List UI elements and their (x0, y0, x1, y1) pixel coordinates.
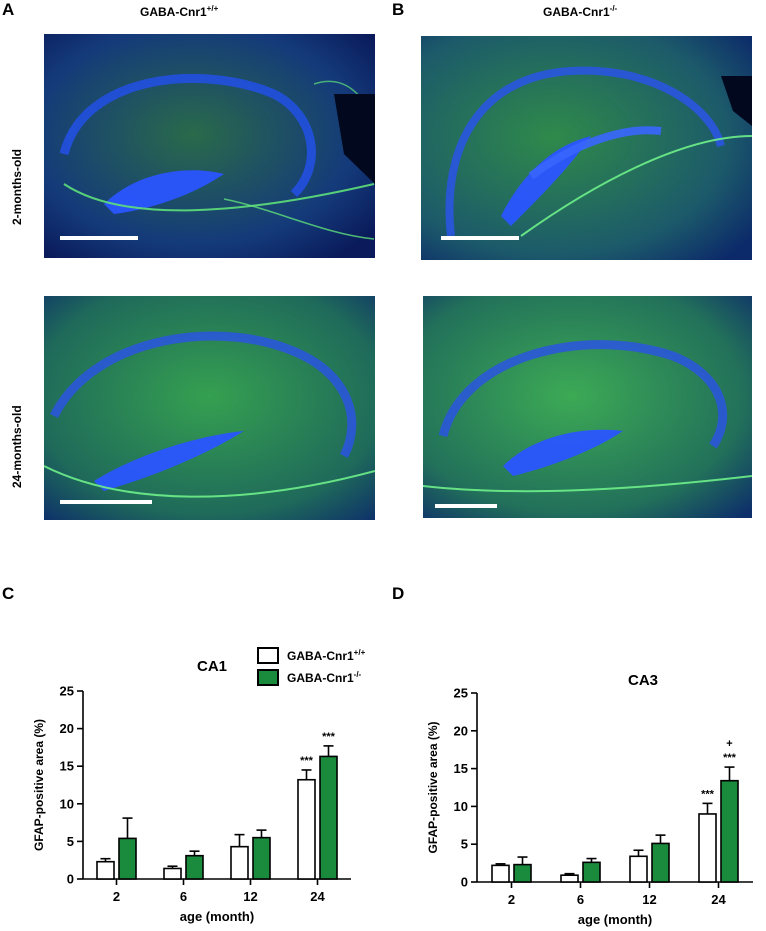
y-tick-label: 20 (454, 723, 468, 738)
micrograph-ko-24-months (423, 296, 752, 518)
bar-wt-24 (297, 778, 316, 880)
legend-item-ko: GABA-Cnr1-/- (257, 668, 365, 686)
column-header-ko-sup: -/- (609, 4, 618, 13)
y-tick-label: 25 (454, 686, 468, 701)
x-tick-label: 6 (577, 892, 584, 907)
significance-marker: + (726, 738, 732, 750)
bar-ko-2 (513, 863, 532, 883)
panel-letter-d: D (392, 584, 405, 603)
bar-wt-6 (163, 867, 182, 880)
legend-label-wt-text: GABA-Cnr1 (287, 648, 354, 663)
legend-label-ko: GABA-Cnr1-/- (287, 670, 361, 685)
scale-bar (60, 500, 152, 504)
micrograph-ko-2-months (421, 36, 752, 260)
y-tick-label: 15 (60, 759, 74, 774)
y-tick-label: 0 (461, 875, 468, 890)
bar-wt-6 (560, 874, 579, 883)
bar-ko-24 (319, 755, 338, 880)
y-tick-label: 0 (67, 872, 74, 887)
legend: GABA-Cnr1+/+ GABA-Cnr1-/- (257, 646, 365, 686)
legend-swatch-wt (257, 646, 279, 664)
x-tick-label: 12 (243, 889, 257, 904)
x-tick-label: 2 (508, 892, 515, 907)
bar-ko-6 (185, 854, 204, 880)
column-header-ko-text: GABA-Cnr1 (543, 5, 610, 19)
chart-title: CA1 (197, 658, 227, 675)
scale-bar (60, 236, 138, 240)
bar-ko-24 (720, 779, 739, 883)
column-header-wt-text: GABA-Cnr1 (140, 5, 207, 19)
x-axis-label: age (month) (180, 909, 254, 924)
scale-bar (435, 504, 497, 508)
legend-item-wt: GABA-Cnr1+/+ (257, 646, 365, 664)
bar-ko-12 (252, 836, 271, 880)
y-tick-label: 10 (60, 796, 74, 811)
significance-marker: *** (701, 788, 715, 800)
panel-letter-a: A (2, 0, 15, 19)
y-axis-label: GFAP-positive area (%) (32, 719, 46, 851)
legend-label-ko-sup: -/- (353, 669, 362, 679)
panel-letter-b: B (392, 0, 405, 19)
x-tick-label: 2 (113, 889, 120, 904)
legend-label-ko-text: GABA-Cnr1 (287, 670, 354, 685)
bar-wt-12 (629, 855, 648, 883)
bar-ko-2 (118, 837, 137, 880)
micrograph-wt-2-months (44, 34, 375, 258)
panel-letter-c: C (2, 584, 15, 603)
column-header-wt: GABA-Cnr1+/+ (140, 4, 218, 19)
significance-marker: *** (300, 755, 314, 767)
significance-marker: *** (723, 752, 737, 764)
bar-ko-6 (582, 861, 601, 883)
y-tick-label: 25 (60, 684, 74, 699)
y-tick-label: 15 (454, 761, 468, 776)
bar-ko-12 (651, 842, 670, 883)
x-tick-label: 6 (180, 889, 187, 904)
bar-wt-24 (698, 813, 717, 883)
x-tick-label: 12 (642, 892, 656, 907)
legend-label-wt-sup: +/+ (353, 647, 366, 657)
x-tick-label: 24 (310, 889, 325, 904)
y-tick-label: 5 (461, 837, 468, 852)
x-axis-label: age (month) (578, 912, 652, 927)
row-header-2-months: 2-months-old (10, 149, 24, 225)
micrograph-wt-24-months (44, 296, 375, 520)
y-axis-label: GFAP-positive area (%) (426, 721, 440, 853)
chart-title: CA3 (628, 672, 658, 689)
scale-bar (441, 236, 519, 240)
bar-wt-2 (491, 864, 510, 883)
x-tick-label: 24 (711, 892, 726, 907)
significance-marker: *** (322, 731, 336, 743)
y-tick-label: 20 (60, 721, 74, 736)
legend-swatch-ko (257, 668, 279, 686)
row-header-24-months: 24-months-old (10, 405, 24, 488)
chart-ca3: CA3 0 5 10 15 20 25 GFAP-positive area (%) 2 6 12 2… (426, 672, 753, 927)
column-header-ko: GABA-Cnr1-/- (543, 4, 617, 19)
y-tick-label: 5 (67, 834, 74, 849)
legend-label-wt: GABA-Cnr1+/+ (287, 648, 365, 663)
bar-wt-12 (230, 845, 249, 880)
y-tick-label: 10 (454, 799, 468, 814)
chart-ca1: CA1 0 5 10 15 20 25 GFAP-positive area (%) 2 6 12 2… (32, 658, 351, 924)
column-header-wt-sup: +/+ (206, 4, 219, 13)
bar-wt-2 (96, 860, 115, 880)
